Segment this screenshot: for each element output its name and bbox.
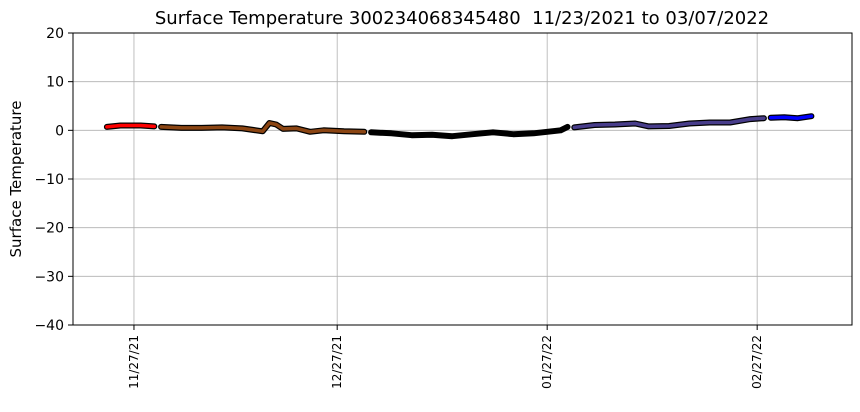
- x-tick-label: 02/27/22: [750, 335, 764, 389]
- y-tick-label: 20: [46, 26, 64, 42]
- y-tick-label: −40: [34, 318, 64, 334]
- y-tick-label: 0: [55, 123, 64, 139]
- y-tick-label: −10: [34, 172, 64, 188]
- x-tick-label: 01/27/22: [540, 335, 554, 389]
- series-line: [159, 121, 367, 134]
- chart-title: Surface Temperature 300234068345480 11/2…: [155, 8, 769, 29]
- y-tick-label: −30: [34, 269, 64, 285]
- series-line: [369, 125, 570, 138]
- plot-frame: [72, 32, 853, 326]
- y-axis-label: Surface Temperature: [7, 101, 25, 258]
- series-line: [768, 114, 814, 120]
- series-line: [572, 116, 766, 130]
- y-tick-label: 10: [46, 75, 64, 91]
- x-tick-label: 12/27/21: [330, 335, 344, 389]
- y-tick-label: −20: [34, 221, 64, 237]
- x-tick-label: 11/27/21: [127, 335, 141, 389]
- series-line: [105, 123, 157, 129]
